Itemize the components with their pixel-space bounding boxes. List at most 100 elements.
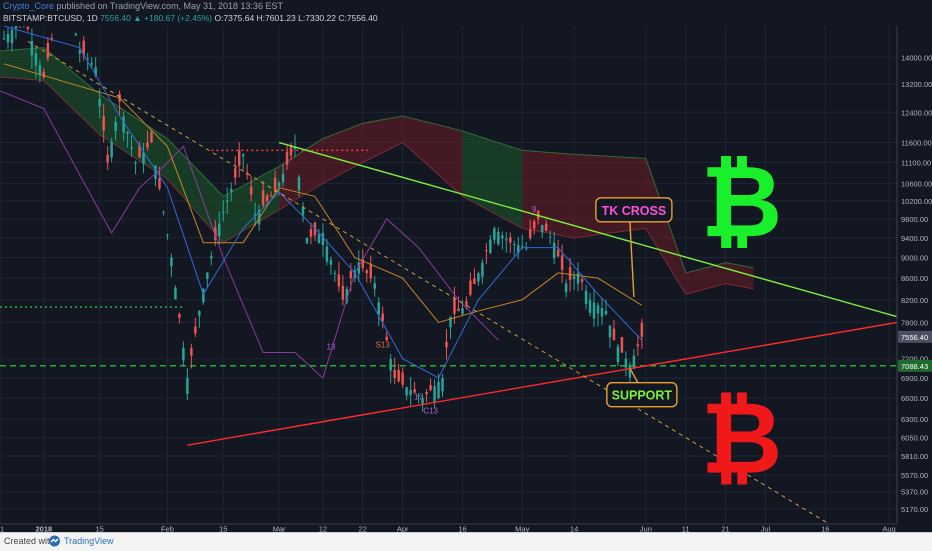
candle-body	[612, 328, 616, 341]
candle-body	[289, 145, 293, 156]
x-tick-label: Mar	[273, 525, 286, 533]
author-link[interactable]: Crypto_Core	[3, 1, 55, 11]
candle-body	[309, 229, 313, 237]
candle-body	[509, 237, 512, 243]
candle-body	[122, 116, 125, 133]
candle-body	[528, 229, 532, 239]
candle-body	[138, 145, 141, 158]
candle-body	[640, 322, 644, 337]
candle-body	[162, 211, 165, 213]
y-tick-label: 11100.00	[901, 158, 931, 167]
candle-body	[194, 326, 197, 334]
candle-body	[94, 67, 97, 76]
candle-body	[98, 98, 101, 107]
candle-body	[325, 246, 329, 262]
y-tick-label: 7200.00	[901, 355, 928, 364]
candle-body	[461, 308, 464, 315]
candle-body	[361, 258, 365, 268]
candle-body	[445, 341, 448, 348]
candle-body	[226, 200, 229, 202]
count-label: 9	[532, 205, 537, 214]
candle-body	[369, 263, 372, 279]
candle-body	[517, 245, 520, 253]
candle-body	[174, 287, 177, 300]
candle-body	[269, 195, 273, 197]
candle-body	[257, 209, 261, 225]
symbol-name: BITSTAMP:BTCUSD, 1D	[3, 13, 98, 23]
candle-body	[449, 316, 452, 328]
cloud-segment	[279, 138, 323, 210]
price-axis-background	[897, 26, 932, 532]
created-with-text: Created with	[4, 536, 55, 546]
y-tick-label: 8200.00	[901, 296, 928, 305]
candle-body	[521, 246, 524, 248]
price-badge-text: 7088.43	[901, 362, 928, 371]
candle-body	[453, 298, 456, 314]
candle-body	[10, 29, 14, 44]
candle-body	[241, 154, 245, 157]
candle-body	[305, 237, 309, 244]
candle-body	[381, 313, 384, 322]
candle-body	[2, 38, 6, 40]
candle-body	[632, 355, 636, 369]
cloud-segment	[574, 154, 646, 238]
candle-body	[596, 305, 600, 314]
candle-body	[202, 288, 205, 303]
callout-text: TK CROSS	[602, 204, 667, 218]
ohlc-open: O:7375.64	[214, 13, 255, 23]
candle-body	[210, 256, 213, 259]
candle-body	[337, 274, 341, 287]
candle-body	[409, 390, 412, 395]
candle-body	[329, 259, 333, 265]
candle-body	[170, 257, 173, 267]
publish-line: Crypto_Core published on TradingView.com…	[3, 1, 283, 11]
y-tick-label: 5170.00	[901, 505, 928, 514]
cloud-segment	[43, 47, 100, 135]
candle-body	[341, 285, 345, 300]
candle-body	[389, 359, 392, 371]
candle-body	[584, 290, 588, 304]
candle-body	[556, 249, 560, 257]
price-change: ▲ +180.67 (+2.45%)	[133, 13, 213, 23]
price-badge-text: 7556.40	[901, 333, 928, 342]
candle-body	[6, 34, 10, 43]
tradingview-link[interactable]: TradingView	[64, 536, 114, 546]
candle-body	[481, 262, 484, 277]
x-tick-label: 14	[570, 525, 578, 533]
candle-body	[493, 228, 496, 240]
candle-body	[564, 283, 568, 293]
candle-body	[441, 377, 444, 392]
cloud-segment	[223, 166, 280, 243]
candle-body	[576, 272, 580, 284]
candle-body	[198, 311, 201, 316]
candle-body	[30, 41, 34, 56]
candle-body	[38, 65, 42, 76]
candle-body	[134, 162, 137, 164]
candle-body	[182, 347, 185, 361]
candle-body	[437, 382, 440, 399]
y-tick-label: 5570.00	[901, 471, 928, 480]
x-tick-label: Jul	[761, 525, 771, 533]
candle-body	[560, 255, 564, 270]
x-tick-label: 16	[458, 525, 466, 533]
candle-body	[74, 33, 77, 36]
candle-body	[548, 236, 552, 238]
candle-body	[600, 308, 604, 317]
candle-body	[457, 308, 460, 311]
callout-box	[606, 382, 678, 408]
candle-body	[429, 385, 432, 391]
cloud-segment	[362, 115, 403, 163]
y-tick-label: 9800.00	[901, 215, 928, 224]
x-tick-label: 2018	[36, 525, 53, 533]
candle-body	[604, 310, 608, 315]
candle-body	[46, 43, 50, 59]
diagonal-trendline	[27, 40, 830, 525]
candle-body	[321, 233, 325, 246]
candle-body	[229, 188, 233, 192]
candle-body	[588, 299, 592, 313]
candle-body	[285, 151, 289, 165]
candle-body	[433, 386, 436, 403]
price-axis: 14000.00 13200.00 12400.00 11600.00 11100.00…	[896, 26, 932, 532]
